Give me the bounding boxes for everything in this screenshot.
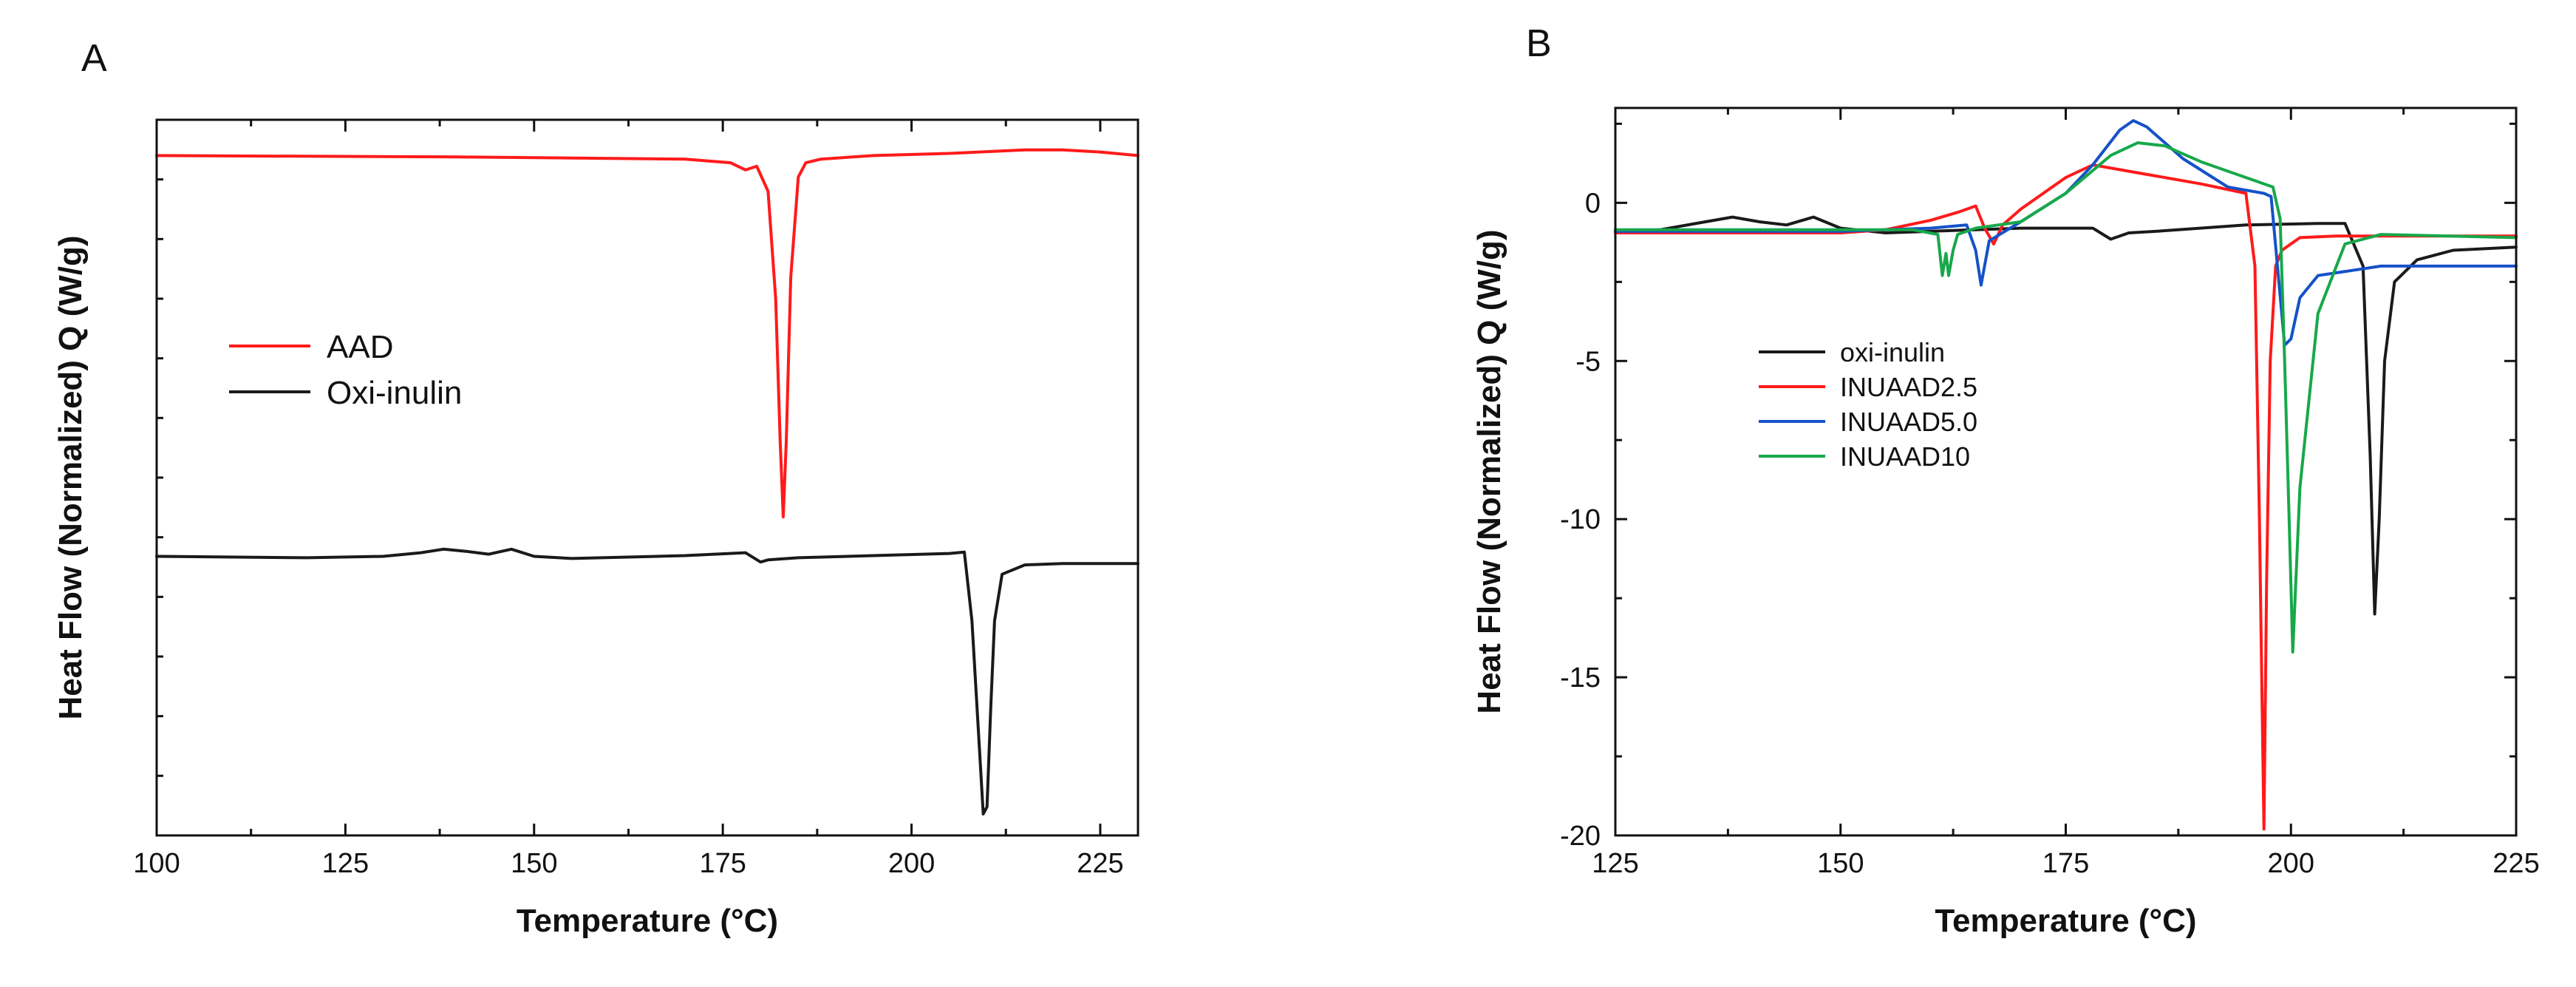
legend-label: oxi-inulin [1840, 337, 1945, 367]
y-tick-label: -15 [1560, 662, 1601, 693]
series-line-inuaad5-0 [1614, 119, 2518, 347]
chart-panel-b: B 125 150 175 200 225 0 -5 -10 -15 -20 Temperature … [1471, 22, 2540, 939]
series-line-oxi-inulin [155, 547, 1139, 815]
y-tick-label: -10 [1560, 504, 1601, 535]
panel-label: B [1526, 22, 1552, 65]
x-tick-label: 200 [2268, 848, 2314, 879]
legend-label: AAD [327, 329, 393, 365]
x-tick-label: 225 [2492, 848, 2539, 879]
series-line-aad [155, 148, 1139, 519]
legend: oxi-inulin INUAAD2.5 INUAAD5.0 INUAAD10 [1759, 337, 1977, 472]
legend-label: INUAAD5.0 [1840, 407, 1977, 437]
y-axis-title: Heat Flow (Normalized) Q (W/g) [52, 235, 89, 719]
chart-panel-a: A 100 125 150 175 200 225 Temperature (°C) Heat … [52, 37, 1139, 939]
x-tick-label: 175 [2042, 848, 2089, 879]
legend: AAD Oxi-inulin [229, 329, 462, 411]
x-tick-label: 225 [1077, 848, 1123, 879]
panel-label: A [81, 37, 107, 80]
x-tick-label: 200 [888, 848, 935, 879]
x-axis-title: Temperature (°C) [1935, 903, 2196, 939]
legend-label: INUAAD2.5 [1840, 372, 1977, 402]
y-axis-title: Heat Flow (Normalized) Q (W/g) [1471, 229, 1507, 713]
y-tick-label: -5 [1575, 346, 1601, 377]
x-axis-title: Temperature (°C) [517, 903, 778, 939]
legend-label: Oxi-inulin [327, 375, 462, 411]
y-tick-label: -20 [1560, 821, 1601, 852]
series-line-inuaad10 [1614, 141, 2518, 654]
x-tick-label: 125 [322, 848, 369, 879]
legend-label: INUAAD10 [1840, 441, 1970, 472]
series-line-oxi-inulin [1614, 215, 2518, 616]
y-tick-label: 0 [1585, 188, 1601, 219]
x-tick-label: 100 [133, 848, 180, 879]
x-tick-label: 150 [511, 848, 557, 879]
x-tick-label: 125 [1592, 848, 1638, 879]
x-tick-label: 175 [699, 848, 746, 879]
x-tick-label: 150 [1817, 848, 1864, 879]
